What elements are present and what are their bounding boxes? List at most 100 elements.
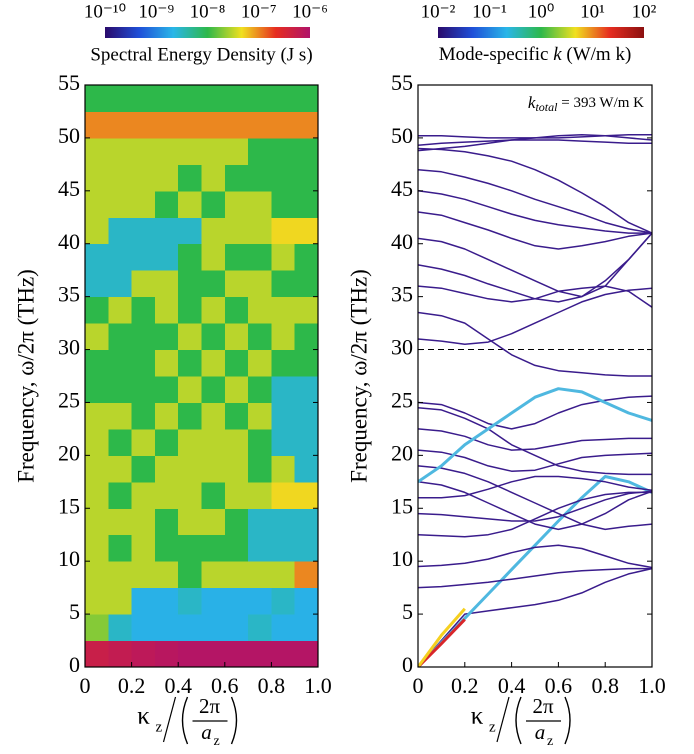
colorbar-tick-label: 10²	[632, 1, 657, 22]
heatmap-cell	[201, 190, 226, 218]
x-tick-label: 0	[80, 673, 91, 698]
heatmap-cell	[154, 323, 179, 351]
heatmap-cell	[131, 640, 156, 667]
heatmap-cell	[248, 85, 272, 112]
heatmap-cell	[224, 561, 249, 589]
heatmap-cell	[85, 561, 109, 589]
heatmap-cell	[248, 455, 272, 483]
y-tick-label: 0	[402, 652, 413, 677]
heatmap-cell	[201, 137, 226, 165]
heatmap-cell	[85, 85, 109, 112]
heatmap-cell	[248, 111, 272, 139]
heatmap-cell	[271, 508, 296, 536]
heatmap-cell	[131, 534, 156, 562]
label-part: Mode-specific	[439, 44, 553, 65]
colorbar-tick-label: 10⁻⁷	[241, 1, 277, 22]
heatmap-cell	[178, 614, 202, 642]
heatmap-cell	[154, 270, 179, 298]
heatmap-cell	[224, 85, 249, 112]
heatmap-cell	[154, 111, 179, 139]
heatmap-cell	[178, 481, 202, 509]
heatmap-cell	[294, 349, 318, 377]
heatmap-cell	[294, 323, 318, 351]
heatmap-cell	[108, 323, 133, 351]
heatmap-cell	[201, 640, 226, 667]
heatmap-cell	[201, 270, 226, 298]
heatmap-cell	[108, 561, 133, 589]
heatmap-cell	[201, 587, 226, 615]
heatmap-cell	[85, 217, 109, 245]
heatmap-cell	[154, 376, 179, 403]
heatmap-cell	[224, 640, 249, 667]
heatmap-cell	[201, 111, 226, 139]
heatmap-cell	[178, 508, 202, 536]
heatmap-cell	[271, 217, 296, 245]
heatmap-cell	[224, 164, 249, 192]
x-tick-label: 0.4	[164, 673, 192, 698]
heatmap-cell	[201, 561, 226, 589]
y-tick-label: 55	[391, 70, 413, 95]
y-tick-label: 10	[391, 546, 413, 571]
y-tick-label: 25	[58, 388, 80, 413]
label-part: (W/m k)	[562, 44, 632, 65]
heatmap-cell	[131, 296, 156, 324]
heatmap-cell	[85, 640, 109, 667]
heatmap-cell	[294, 534, 318, 562]
heatmap-cell	[108, 137, 133, 165]
heatmap-cell	[271, 137, 296, 165]
heatmap-cell	[248, 217, 272, 245]
heatmap-cell	[85, 111, 109, 139]
heatmap-cell	[271, 455, 296, 483]
x-label-kappa: κ	[471, 703, 484, 730]
heatmap-cell	[201, 508, 226, 536]
dispersion-line	[418, 618, 466, 667]
heatmap-cell	[178, 640, 202, 667]
heatmap-cell	[224, 243, 249, 271]
heatmap-cell	[131, 614, 156, 642]
heatmap-cell	[294, 217, 318, 245]
heatmap-cell	[154, 481, 179, 509]
heatmap-cell	[131, 508, 156, 536]
heatmap-cell	[224, 349, 249, 377]
dispersion-line	[418, 287, 652, 346]
x-tick-label: 0.8	[258, 673, 286, 698]
x-tick-label: 0.2	[118, 673, 146, 698]
x-label-den-sub: z	[214, 734, 220, 749]
heatmap-cell	[108, 111, 133, 139]
heatmap-cell	[154, 190, 179, 218]
panel: 10⁻² 10⁻¹ 10⁰ 10¹ 10² Mode-specific k (W/m k)…	[346, 1, 665, 749]
heatmap-cell	[201, 85, 226, 112]
y-tick-label: 45	[391, 176, 413, 201]
y-tick-label: 45	[58, 176, 80, 201]
heatmap-cell	[154, 137, 179, 165]
heatmap-cell	[108, 190, 133, 218]
y-tick-label: 15	[58, 493, 80, 518]
heatmap-cell	[294, 455, 318, 483]
x-tick-label: 0	[413, 673, 424, 698]
heatmap-cell	[131, 587, 156, 615]
x-label-num: 2π	[199, 694, 221, 718]
dispersion-line	[418, 190, 652, 234]
heatmap-cell	[131, 428, 156, 456]
colorbar-label: Spectral Energy Density (J s)	[90, 44, 312, 65]
heatmap-cell	[294, 587, 318, 615]
heatmap-cell	[248, 614, 272, 642]
y-tick-label: 50	[58, 123, 80, 148]
y-tick-label: 50	[391, 123, 413, 148]
heatmap-cell	[108, 85, 133, 112]
heatmap-cell	[271, 85, 296, 112]
heatmap-cell	[178, 164, 202, 192]
heatmap-cell	[178, 376, 202, 403]
heatmap-cell	[178, 455, 202, 483]
heatmap-cell	[131, 164, 156, 192]
heatmap-cell	[131, 190, 156, 218]
y-axis-label: Frequency, ω/2π (THz)	[346, 269, 371, 483]
heatmap-cell	[201, 534, 226, 562]
heatmap-cell	[294, 508, 318, 536]
heatmap-cell	[271, 376, 296, 403]
heatmap-cell	[178, 243, 202, 271]
heatmap-cell	[178, 587, 202, 615]
heatmap-cell	[224, 190, 249, 218]
x-tick-label: 0.2	[451, 673, 479, 698]
